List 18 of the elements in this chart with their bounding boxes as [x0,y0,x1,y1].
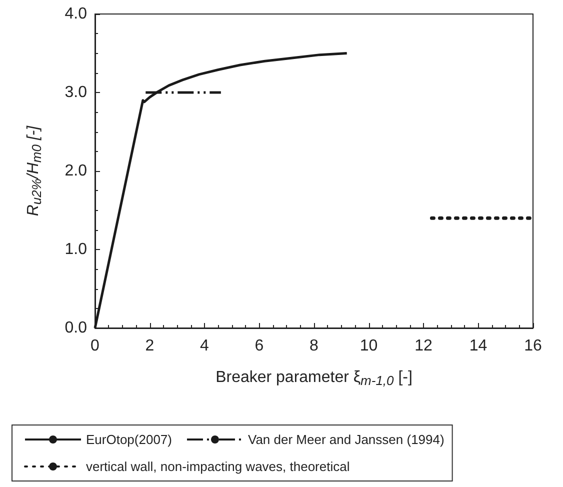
x-tick-label: 16 [524,338,542,354]
y-axis-title: Ru2%/Hm0 [-] [25,125,44,216]
y-tick-label: 0.0 [64,320,88,336]
y-tick-label: 3.0 [64,84,88,101]
x-tick-label: 4 [200,338,210,354]
x-tick-label: 0 [90,338,100,354]
legend-label: vertical wall, non-impacting waves, theoretical [86,459,350,474]
x-tick-label: 14 [469,338,488,354]
x-tick-label: 12 [414,338,432,354]
legend-label: Van der Meer and Janssen (1994) [248,432,444,447]
x-tick-label: 2 [145,338,154,354]
y-tick-label: 4.0 [64,6,88,22]
x-tick-label: 10 [360,338,378,354]
y-tick-label: 1.0 [64,241,88,258]
x-tick-label: 6 [254,338,264,354]
x-tick-label: 8 [310,338,319,354]
y-tick-label: 2.0 [64,162,88,180]
legend-label: EurOtop(2007) [86,432,172,447]
